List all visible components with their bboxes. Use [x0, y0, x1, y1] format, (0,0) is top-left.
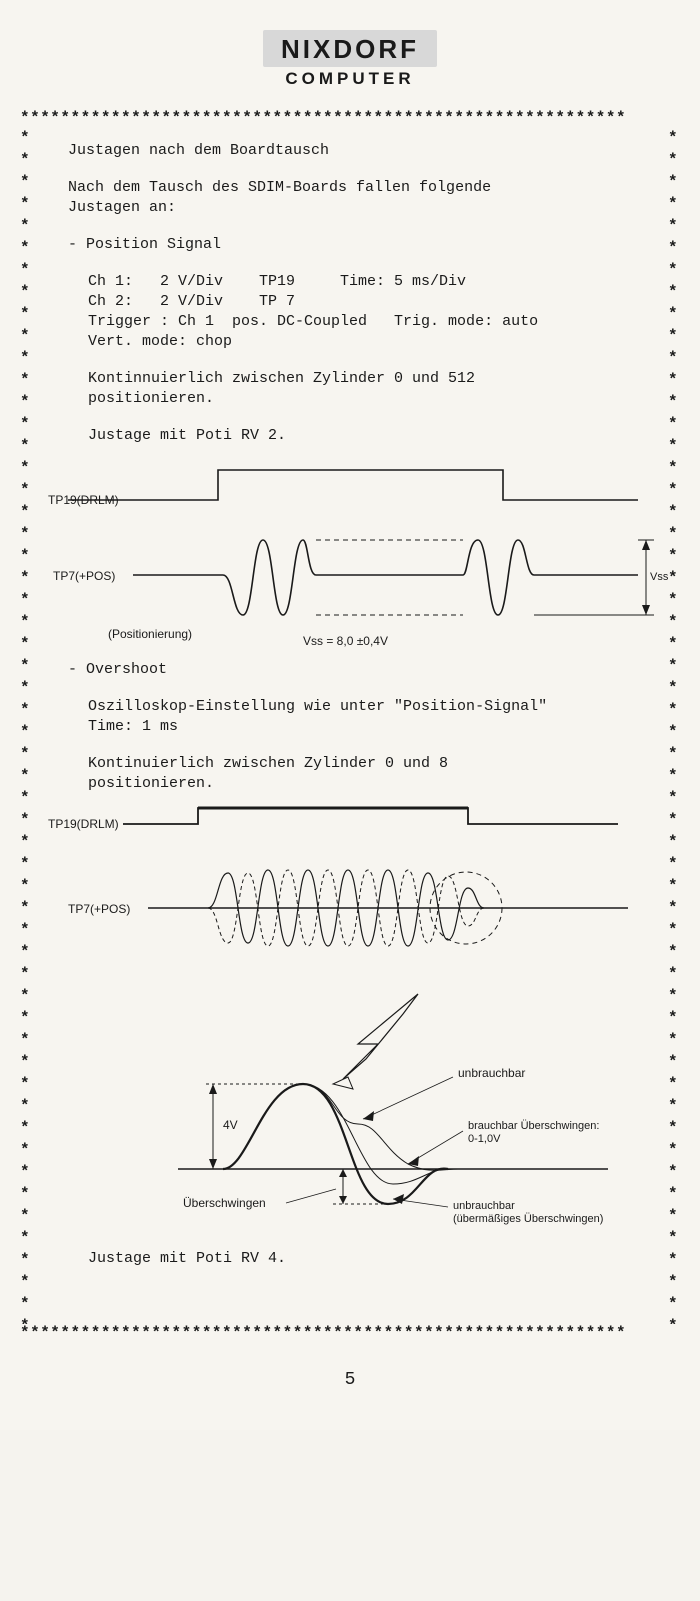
vss-mark: Vss [650, 571, 668, 583]
border-right: * * * * * * * * * * * * * * * * * * * * … [668, 127, 680, 1324]
content-body: Justagen nach dem Boardtausch Nach dem T… [20, 127, 680, 1324]
positionierung-label: (Positionierung) [108, 627, 192, 641]
overshoot-line-2: Time: 1 ms [48, 718, 656, 735]
tp7-label-2: TP7(+POS) [68, 902, 130, 916]
label-unbrauchbar-2b: (übermäßiges Überschwingen) [453, 1213, 603, 1225]
tp7-label: TP7(+POS) [53, 569, 115, 583]
tp19-label: TP19(DRLM) [48, 493, 119, 507]
diagram-overshoot-scope: TP19(DRLM) TP7(+POS) [48, 798, 656, 983]
overshoot-heading: - Overshoot [48, 661, 656, 678]
vss-formula: Vss = 8,0 ±0,4V [303, 634, 388, 648]
brand-name: NIXDORF [263, 30, 437, 67]
label-brauchbar-1: brauchbar Überschwingen: [468, 1120, 599, 1132]
position-signal-heading: - Position Signal [48, 236, 656, 253]
title: Justagen nach dem Boardtausch [48, 142, 656, 159]
document-header: NIXDORF COMPUTER [20, 30, 680, 89]
position-note-1: Kontinnuierlich zwischen Zylinder 0 und … [48, 370, 656, 387]
overshoot-note-2: positionieren. [48, 775, 656, 792]
scope-trigger: Trigger : Ch 1 pos. DC-Coupled Trig. mod… [48, 313, 656, 330]
page: NIXDORF COMPUTER ***********************… [0, 0, 700, 1430]
overshoot-line-1: Oszilloskop-Einstellung wie unter "Posit… [48, 698, 656, 715]
border-left: * * * * * * * * * * * * * * * * * * * * … [20, 127, 32, 1324]
brand-sub: COMPUTER [20, 69, 680, 89]
page-number: 5 [20, 1370, 680, 1390]
overshoot-note-1: Kontinuierlich zwischen Zylinder 0 und 8 [48, 755, 656, 772]
diagram-position-signal: TP19(DRLM) TP7(+POS) Vss (Position [48, 450, 656, 655]
diagram-overshoot-zoom: 4V Überschwingen unbrauchbar brauchbar Ü… [48, 989, 656, 1244]
label-4v: 4V [223, 1118, 238, 1132]
scope-vert: Vert. mode: chop [48, 333, 656, 350]
label-ueberschwingen: Überschwingen [183, 1196, 266, 1210]
tp19-label-2: TP19(DRLM) [48, 817, 119, 831]
content-frame: * * * * * * * * * * * * * * * * * * * * … [20, 127, 680, 1324]
intro-line-2: Justagen an: [48, 199, 656, 216]
scope-ch2: Ch 2: 2 V/Div TP 7 [48, 293, 656, 310]
intro-line-1: Nach dem Tausch des SDIM-Boards fallen f… [48, 179, 656, 196]
label-unbrauchbar-1: unbrauchbar [458, 1066, 525, 1080]
position-adjust: Justage mit Poti RV 2. [48, 427, 656, 444]
position-note-2: positionieren. [48, 390, 656, 407]
border-top: ****************************************… [20, 109, 680, 127]
label-brauchbar-2: 0-1,0V [468, 1133, 501, 1145]
label-unbrauchbar-2a: unbrauchbar [453, 1200, 515, 1212]
final-adjust: Justage mit Poti RV 4. [48, 1250, 656, 1267]
scope-ch1: Ch 1: 2 V/Div TP19 Time: 5 ms/Div [48, 273, 656, 290]
border-bottom: ****************************************… [20, 1324, 680, 1342]
